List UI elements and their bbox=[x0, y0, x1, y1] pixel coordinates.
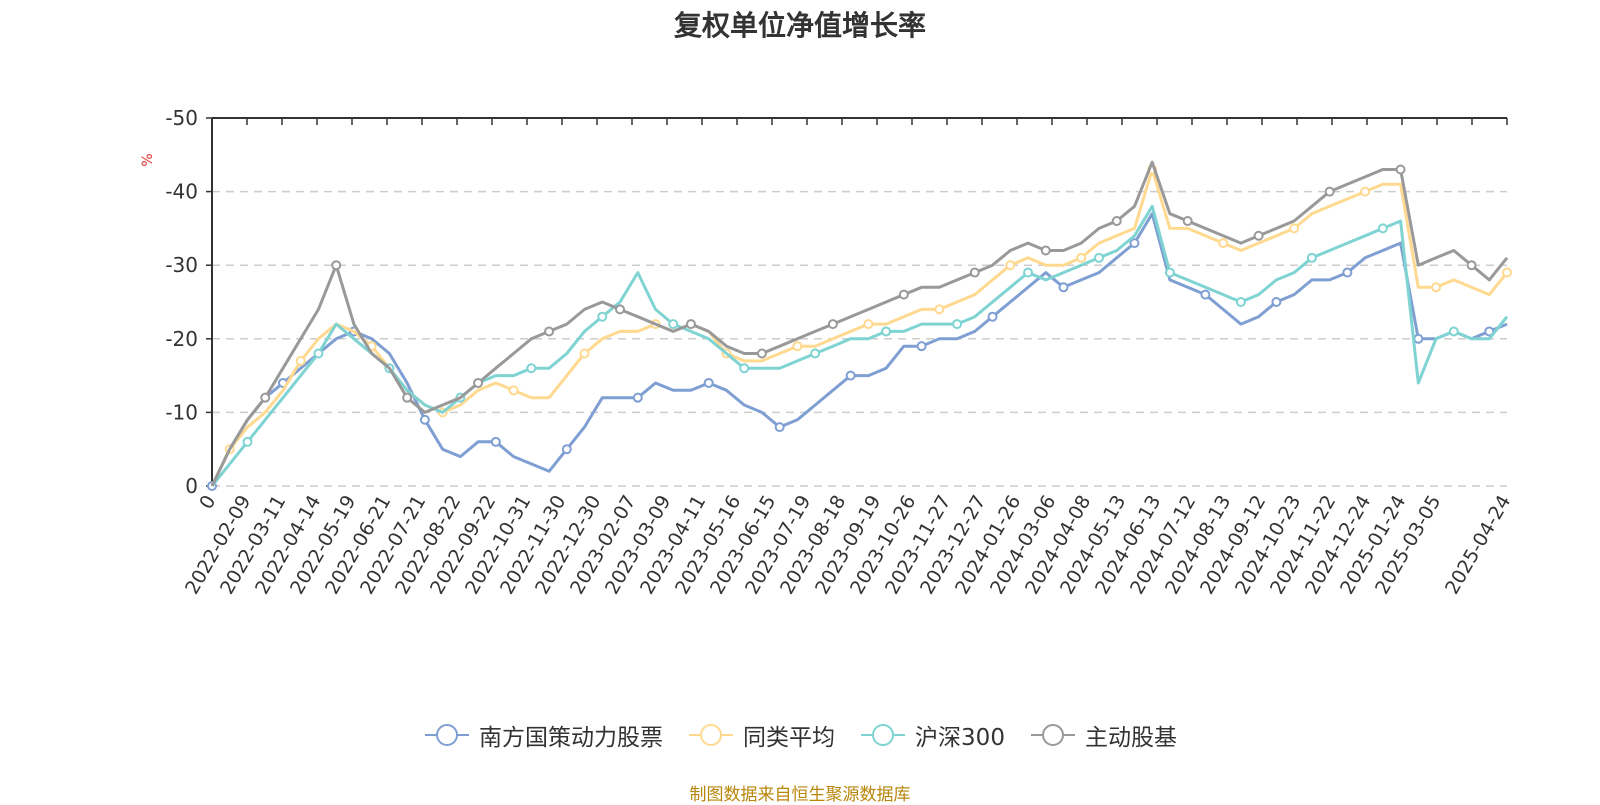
data-point bbox=[1093, 252, 1104, 263]
series-line bbox=[210, 212, 1508, 487]
legend-item[interactable]: 沪深300 bbox=[859, 718, 1005, 752]
series-line bbox=[210, 204, 1509, 487]
data-point bbox=[260, 392, 271, 403]
data-point bbox=[668, 319, 679, 330]
data-point bbox=[1164, 267, 1175, 278]
data-point bbox=[1324, 186, 1335, 197]
y-tick-label: -20 bbox=[165, 327, 198, 351]
data-point bbox=[1023, 267, 1034, 278]
series-line bbox=[210, 160, 1509, 487]
data-point bbox=[969, 267, 980, 278]
data-point bbox=[579, 348, 590, 359]
data-point bbox=[1253, 230, 1264, 241]
data-point bbox=[1076, 252, 1087, 263]
data-point bbox=[1005, 260, 1016, 271]
data-point bbox=[561, 444, 572, 455]
y-tick-label: -40 bbox=[165, 180, 198, 204]
legend-label: 沪深300 bbox=[915, 725, 1005, 751]
legend-label: 主动股基 bbox=[1084, 725, 1177, 751]
series-1 bbox=[210, 164, 1512, 487]
data-point bbox=[916, 341, 927, 352]
legend-label: 同类平均 bbox=[743, 725, 836, 751]
data-point bbox=[845, 370, 856, 381]
data-point bbox=[863, 319, 874, 330]
legend-item[interactable]: 南方国策动力股票 bbox=[423, 718, 663, 752]
data-point bbox=[1377, 223, 1388, 234]
data-point bbox=[1502, 267, 1512, 278]
data-point bbox=[1448, 326, 1459, 337]
data-point bbox=[934, 304, 945, 315]
data-point bbox=[632, 392, 643, 403]
data-point bbox=[402, 392, 413, 403]
x-tick-label: 0 bbox=[195, 492, 220, 513]
series-line bbox=[210, 168, 1509, 487]
data-point bbox=[898, 289, 909, 300]
legend-marker-icon bbox=[861, 724, 906, 746]
data-point bbox=[615, 304, 626, 315]
y-tick-label: -30 bbox=[165, 253, 198, 277]
data-point bbox=[1342, 267, 1353, 278]
data-point bbox=[739, 363, 750, 374]
data-point bbox=[1431, 282, 1442, 293]
data-point bbox=[242, 436, 253, 447]
legend-marker-icon bbox=[425, 724, 470, 746]
legend-item[interactable]: 同类平均 bbox=[687, 718, 835, 752]
data-point bbox=[490, 436, 501, 447]
legend-label: 南方国策动力股票 bbox=[479, 725, 664, 751]
data-point bbox=[827, 319, 838, 330]
y-tick-label: -10 bbox=[165, 400, 198, 424]
data-point bbox=[1040, 245, 1051, 256]
data-point bbox=[703, 377, 714, 388]
data-point bbox=[508, 385, 519, 396]
data-point bbox=[473, 377, 484, 388]
data-point bbox=[313, 348, 324, 359]
data-point bbox=[774, 422, 785, 433]
data-point bbox=[1200, 289, 1211, 300]
data-point bbox=[881, 326, 892, 337]
y-tick-label: 0 bbox=[185, 474, 198, 498]
series-lines bbox=[207, 160, 1512, 491]
data-point bbox=[685, 319, 696, 330]
data-point bbox=[597, 311, 608, 322]
data-point bbox=[331, 260, 342, 271]
y-tick-label: -50 bbox=[165, 106, 198, 130]
data-point bbox=[1271, 297, 1282, 307]
legend-item[interactable]: 主动股基 bbox=[1029, 718, 1177, 752]
x-tick-label: 2025-04-24 bbox=[1441, 492, 1515, 599]
data-point bbox=[1235, 297, 1246, 307]
data-point bbox=[952, 319, 963, 330]
data-point bbox=[1218, 238, 1229, 249]
legend: 南方国策动力股票 同类平均 沪深300 主动股基 bbox=[0, 718, 1600, 752]
data-point bbox=[756, 348, 767, 359]
data-point bbox=[419, 414, 430, 425]
data-point bbox=[526, 363, 537, 374]
data-point bbox=[810, 348, 821, 359]
data-point bbox=[1306, 252, 1317, 263]
series-3 bbox=[210, 160, 1509, 487]
data-point bbox=[792, 341, 803, 352]
data-point bbox=[1058, 282, 1069, 293]
data-point bbox=[1129, 238, 1140, 249]
data-point bbox=[987, 311, 998, 322]
series-0 bbox=[207, 212, 1508, 491]
data-point bbox=[1484, 326, 1495, 337]
data-point bbox=[1395, 164, 1406, 175]
legend-marker-icon bbox=[689, 724, 734, 746]
data-point bbox=[1360, 186, 1371, 197]
data-point bbox=[1289, 223, 1300, 234]
grid-lines bbox=[212, 117, 1507, 487]
y-axis-label: % bbox=[140, 153, 156, 166]
data-point bbox=[1182, 216, 1193, 227]
data-point bbox=[1466, 260, 1477, 271]
legend-marker-icon bbox=[1030, 724, 1075, 746]
data-point bbox=[1111, 216, 1122, 227]
data-point bbox=[544, 326, 555, 337]
data-point bbox=[295, 355, 306, 366]
source-note: 制图数据来自恒生聚源数据库 bbox=[689, 785, 911, 805]
data-point bbox=[1413, 333, 1424, 344]
chart-title: 复权单位净值增长率 bbox=[673, 9, 926, 42]
series-2 bbox=[210, 204, 1509, 487]
